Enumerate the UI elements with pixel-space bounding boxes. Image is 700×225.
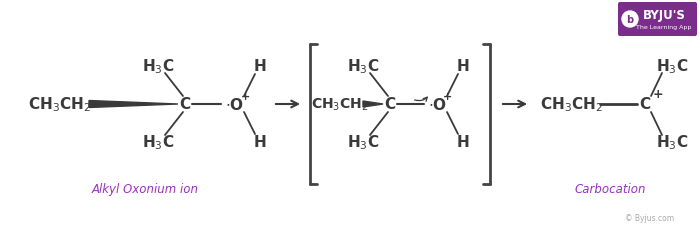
Text: The Learning App: The Learning App: [636, 24, 692, 29]
Text: +: +: [443, 92, 453, 101]
FancyBboxPatch shape: [618, 3, 697, 37]
FancyArrowPatch shape: [414, 98, 427, 102]
Polygon shape: [363, 101, 383, 108]
Text: H$_3$C: H$_3$C: [656, 133, 688, 152]
Text: H$_3$C: H$_3$C: [346, 133, 379, 152]
Text: C: C: [639, 97, 650, 112]
Text: b: b: [626, 15, 634, 25]
Text: H: H: [253, 59, 267, 74]
Text: © Byjus.com: © Byjus.com: [625, 214, 675, 223]
Text: H: H: [456, 59, 470, 74]
Text: H: H: [253, 135, 267, 150]
Text: CH$_3$CH$_2$: CH$_3$CH$_2$: [540, 95, 603, 114]
Circle shape: [622, 12, 638, 28]
Text: CH$_3$CH$_2$: CH$_3$CH$_2$: [312, 96, 369, 113]
Text: CH$_3$CH$_2$: CH$_3$CH$_2$: [29, 95, 92, 114]
Text: H$_3$C: H$_3$C: [346, 57, 379, 76]
Text: $\cdot$O: $\cdot$O: [225, 97, 244, 112]
Text: Alkyl Oxonium ion: Alkyl Oxonium ion: [92, 183, 199, 196]
Text: H$_3$C: H$_3$C: [142, 57, 174, 76]
Text: $\cdot$O: $\cdot$O: [428, 97, 447, 112]
Polygon shape: [89, 101, 178, 108]
Text: C: C: [384, 97, 395, 112]
Text: C: C: [179, 97, 190, 112]
Text: H$_3$C: H$_3$C: [656, 57, 688, 76]
Text: BYJU'S: BYJU'S: [643, 9, 685, 22]
Text: +: +: [652, 88, 664, 101]
Text: Carbocation: Carbocation: [574, 183, 645, 196]
Text: H: H: [456, 135, 470, 150]
Text: +: +: [240, 92, 250, 101]
Text: H$_3$C: H$_3$C: [142, 133, 174, 152]
